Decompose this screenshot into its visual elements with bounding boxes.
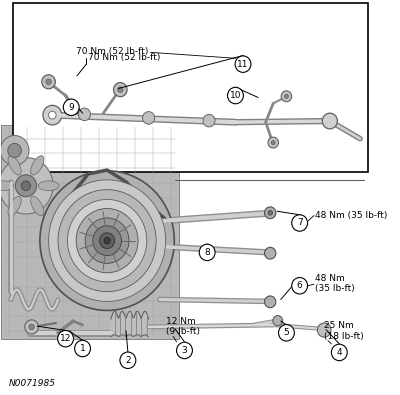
Circle shape bbox=[235, 56, 251, 72]
Circle shape bbox=[264, 247, 276, 259]
Text: 7: 7 bbox=[297, 218, 302, 228]
Circle shape bbox=[0, 135, 29, 166]
Circle shape bbox=[271, 141, 275, 145]
Ellipse shape bbox=[31, 156, 44, 175]
Ellipse shape bbox=[8, 196, 21, 216]
Circle shape bbox=[8, 143, 21, 158]
Circle shape bbox=[322, 113, 338, 129]
Circle shape bbox=[264, 296, 276, 308]
Circle shape bbox=[228, 87, 243, 104]
Text: N0071985: N0071985 bbox=[9, 379, 56, 388]
Circle shape bbox=[93, 226, 122, 256]
Circle shape bbox=[58, 190, 156, 292]
Circle shape bbox=[281, 91, 292, 102]
Circle shape bbox=[48, 180, 166, 301]
Text: 10: 10 bbox=[230, 91, 241, 100]
Text: 11: 11 bbox=[237, 60, 249, 69]
Text: 70 Nm (52 lb-ft): 70 Nm (52 lb-ft) bbox=[76, 47, 149, 56]
Circle shape bbox=[278, 325, 294, 341]
Circle shape bbox=[268, 137, 278, 148]
Circle shape bbox=[104, 237, 110, 244]
Text: 48 Nm (35 lb-ft): 48 Nm (35 lb-ft) bbox=[315, 211, 387, 220]
Text: 12: 12 bbox=[60, 334, 71, 343]
Ellipse shape bbox=[0, 181, 14, 191]
Circle shape bbox=[264, 207, 276, 219]
Circle shape bbox=[203, 114, 215, 127]
Circle shape bbox=[118, 87, 123, 92]
Text: 3: 3 bbox=[182, 346, 187, 355]
Circle shape bbox=[76, 209, 138, 273]
Circle shape bbox=[331, 344, 347, 361]
Circle shape bbox=[25, 320, 38, 334]
Circle shape bbox=[199, 244, 215, 261]
Text: 4: 4 bbox=[336, 348, 342, 357]
Text: 48 Nm
(35 lb-ft): 48 Nm (35 lb-ft) bbox=[315, 274, 354, 293]
Bar bbox=[13, 3, 368, 172]
Circle shape bbox=[68, 199, 147, 282]
Circle shape bbox=[42, 75, 55, 89]
Ellipse shape bbox=[31, 196, 44, 216]
Circle shape bbox=[273, 316, 283, 326]
Circle shape bbox=[0, 158, 53, 214]
Circle shape bbox=[268, 211, 272, 215]
Circle shape bbox=[40, 171, 174, 310]
Circle shape bbox=[120, 352, 136, 369]
Ellipse shape bbox=[8, 156, 21, 175]
Text: 6: 6 bbox=[297, 281, 302, 290]
Circle shape bbox=[114, 83, 127, 97]
Circle shape bbox=[292, 215, 308, 231]
Circle shape bbox=[63, 99, 79, 115]
Text: 8: 8 bbox=[204, 248, 210, 257]
Circle shape bbox=[78, 108, 90, 120]
Circle shape bbox=[142, 112, 155, 124]
Circle shape bbox=[43, 105, 62, 125]
Circle shape bbox=[58, 331, 74, 347]
Text: 2: 2 bbox=[125, 356, 131, 365]
Circle shape bbox=[21, 181, 30, 190]
Circle shape bbox=[292, 278, 308, 294]
Ellipse shape bbox=[38, 181, 59, 191]
Circle shape bbox=[317, 323, 331, 337]
Circle shape bbox=[15, 175, 36, 197]
Circle shape bbox=[85, 218, 129, 263]
Circle shape bbox=[48, 111, 56, 119]
Circle shape bbox=[100, 233, 115, 248]
Circle shape bbox=[176, 342, 192, 359]
Circle shape bbox=[75, 340, 90, 357]
Text: 25 Nm
(18 lb-ft): 25 Nm (18 lb-ft) bbox=[324, 321, 364, 340]
Text: 70 Nm (52 lb-ft): 70 Nm (52 lb-ft) bbox=[88, 53, 160, 62]
Circle shape bbox=[284, 94, 288, 98]
Text: 1: 1 bbox=[80, 344, 86, 353]
Circle shape bbox=[29, 324, 34, 330]
Bar bbox=[1, 125, 179, 339]
Text: 9: 9 bbox=[68, 103, 74, 112]
Circle shape bbox=[46, 79, 51, 85]
Text: 5: 5 bbox=[284, 328, 289, 337]
Text: 12 Nm
(9 lb-ft): 12 Nm (9 lb-ft) bbox=[166, 316, 200, 336]
